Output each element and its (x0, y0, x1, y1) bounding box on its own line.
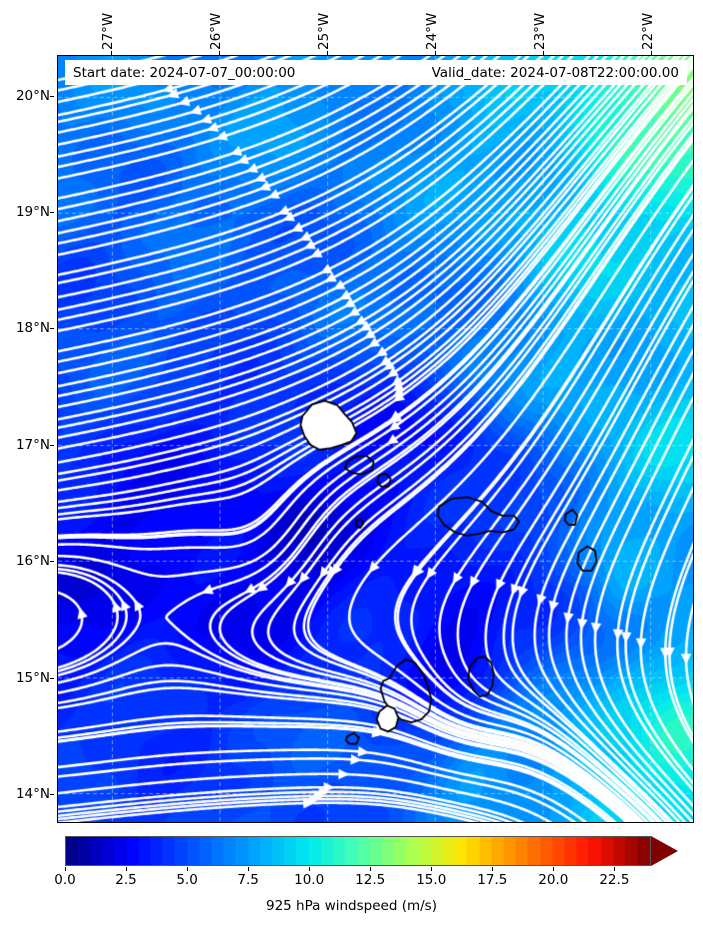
colorbar-gradient (65, 836, 651, 866)
y-tick-mark (50, 212, 54, 214)
colorbar-tick-label-17p5: 17.5 (477, 872, 508, 888)
y-tick-mark (50, 561, 54, 563)
start-date-label: Start date: 2024-07-07_00:00:00 (73, 64, 296, 81)
colorbar-tick-mark (126, 867, 128, 871)
y-tick-mark (50, 444, 54, 446)
y-tick-mark (50, 793, 54, 795)
y-tick-mark (50, 677, 54, 679)
colorbar-tick-label-2p5: 2.5 (115, 872, 137, 888)
y-tick-mark (50, 328, 54, 330)
colorbar-tick-mark (431, 867, 433, 871)
colorbar-tick-mark (553, 867, 555, 871)
y-tick-label-14N: 14°N (15, 785, 50, 802)
colorbar-extend-arrow (651, 836, 678, 866)
map-plot-area[interactable] (57, 55, 694, 823)
x-tick-mark (542, 51, 544, 55)
colorbar-tick-label-20p0: 20.0 (538, 872, 569, 888)
y-tick-label-20N: 20°N (15, 87, 50, 104)
colorbar-tick-mark (309, 867, 311, 871)
y-tick-label-19N: 19°N (15, 204, 50, 221)
colorbar-tick-mark (187, 867, 189, 871)
windspeed-field-canvas (58, 56, 693, 822)
colorbar-tick-label-7p5: 7.5 (237, 872, 259, 888)
colorbar-tick-label-15p0: 15.0 (416, 872, 447, 888)
colorbar-tick-label-12p5: 12.5 (355, 872, 386, 888)
y-tick-label-17N: 17°N (15, 436, 50, 453)
y-tick-label-18N: 18°N (15, 320, 50, 337)
date-annotation-band: Start date: 2024-07-07_00:00:00 Valid_da… (65, 60, 687, 85)
colorbar-tick-mark (248, 867, 250, 871)
colorbar-tick-mark (492, 867, 494, 871)
colorbar[interactable]: 0.0 2.5 5.0 7.5 10.0 12.5 15.0 17.5 20.0 22.5 (54, 836, 681, 888)
x-tick-mark (326, 51, 328, 55)
colorbar-axis-label: 925 hPa windspeed (m/s) (266, 898, 437, 914)
colorbar-tick-mark (614, 867, 616, 871)
x-tick-mark (218, 51, 220, 55)
y-tick-mark (50, 95, 54, 97)
colorbar-tick-label-10p0: 10.0 (294, 872, 325, 888)
colorbar-tick-mark (65, 867, 66, 871)
x-tick-mark (650, 51, 652, 55)
y-tick-label-16N: 16°N (15, 553, 50, 570)
colorbar-tick-label-0p0: 0.0 (54, 872, 76, 888)
x-tick-mark (434, 51, 436, 55)
valid-date-label: Valid_date: 2024-07-08T22:00:00.00 (431, 64, 679, 81)
colorbar-tick-mark (370, 867, 372, 871)
x-tick-mark (110, 51, 112, 55)
colorbar-canvas (66, 837, 650, 865)
colorbar-tick-label-5p0: 5.0 (176, 872, 198, 888)
colorbar-tick-label-22p5: 22.5 (599, 872, 630, 888)
y-tick-label-15N: 15°N (15, 669, 50, 686)
